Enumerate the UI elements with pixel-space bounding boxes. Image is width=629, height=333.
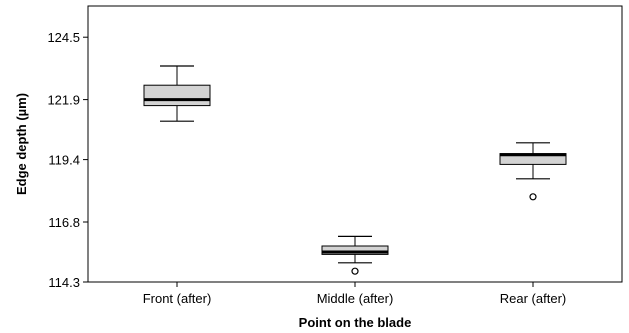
box-plot (321, 235, 389, 275)
x-tick-label: Rear (after) (500, 291, 566, 306)
box-plot (499, 142, 567, 201)
x-axis-title: Point on the blade (299, 315, 412, 330)
box-plots (143, 65, 567, 275)
x-tick-label: Middle (after) (317, 291, 394, 306)
y-tick-label: 114.3 (48, 275, 80, 290)
outlier-point (529, 193, 537, 201)
box-iqr (143, 84, 211, 107)
box-plot (143, 65, 211, 122)
y-tick-label: 116.8 (48, 215, 80, 230)
y-axis-title: Edge depth (µm) (14, 93, 29, 195)
y-tick-label: 121.9 (47, 93, 80, 108)
x-axis: Front (after) Middle (after) Rear (after) (143, 282, 566, 306)
x-tick-label: Front (after) (143, 291, 212, 306)
y-tick-label: 119.4 (48, 153, 80, 168)
y-axis: 114.3 116.8 119.4 121.9 124.5 (47, 30, 88, 290)
y-tick-label: 124.5 (47, 30, 80, 45)
outlier-point (351, 267, 359, 275)
box-iqr (321, 245, 389, 255)
